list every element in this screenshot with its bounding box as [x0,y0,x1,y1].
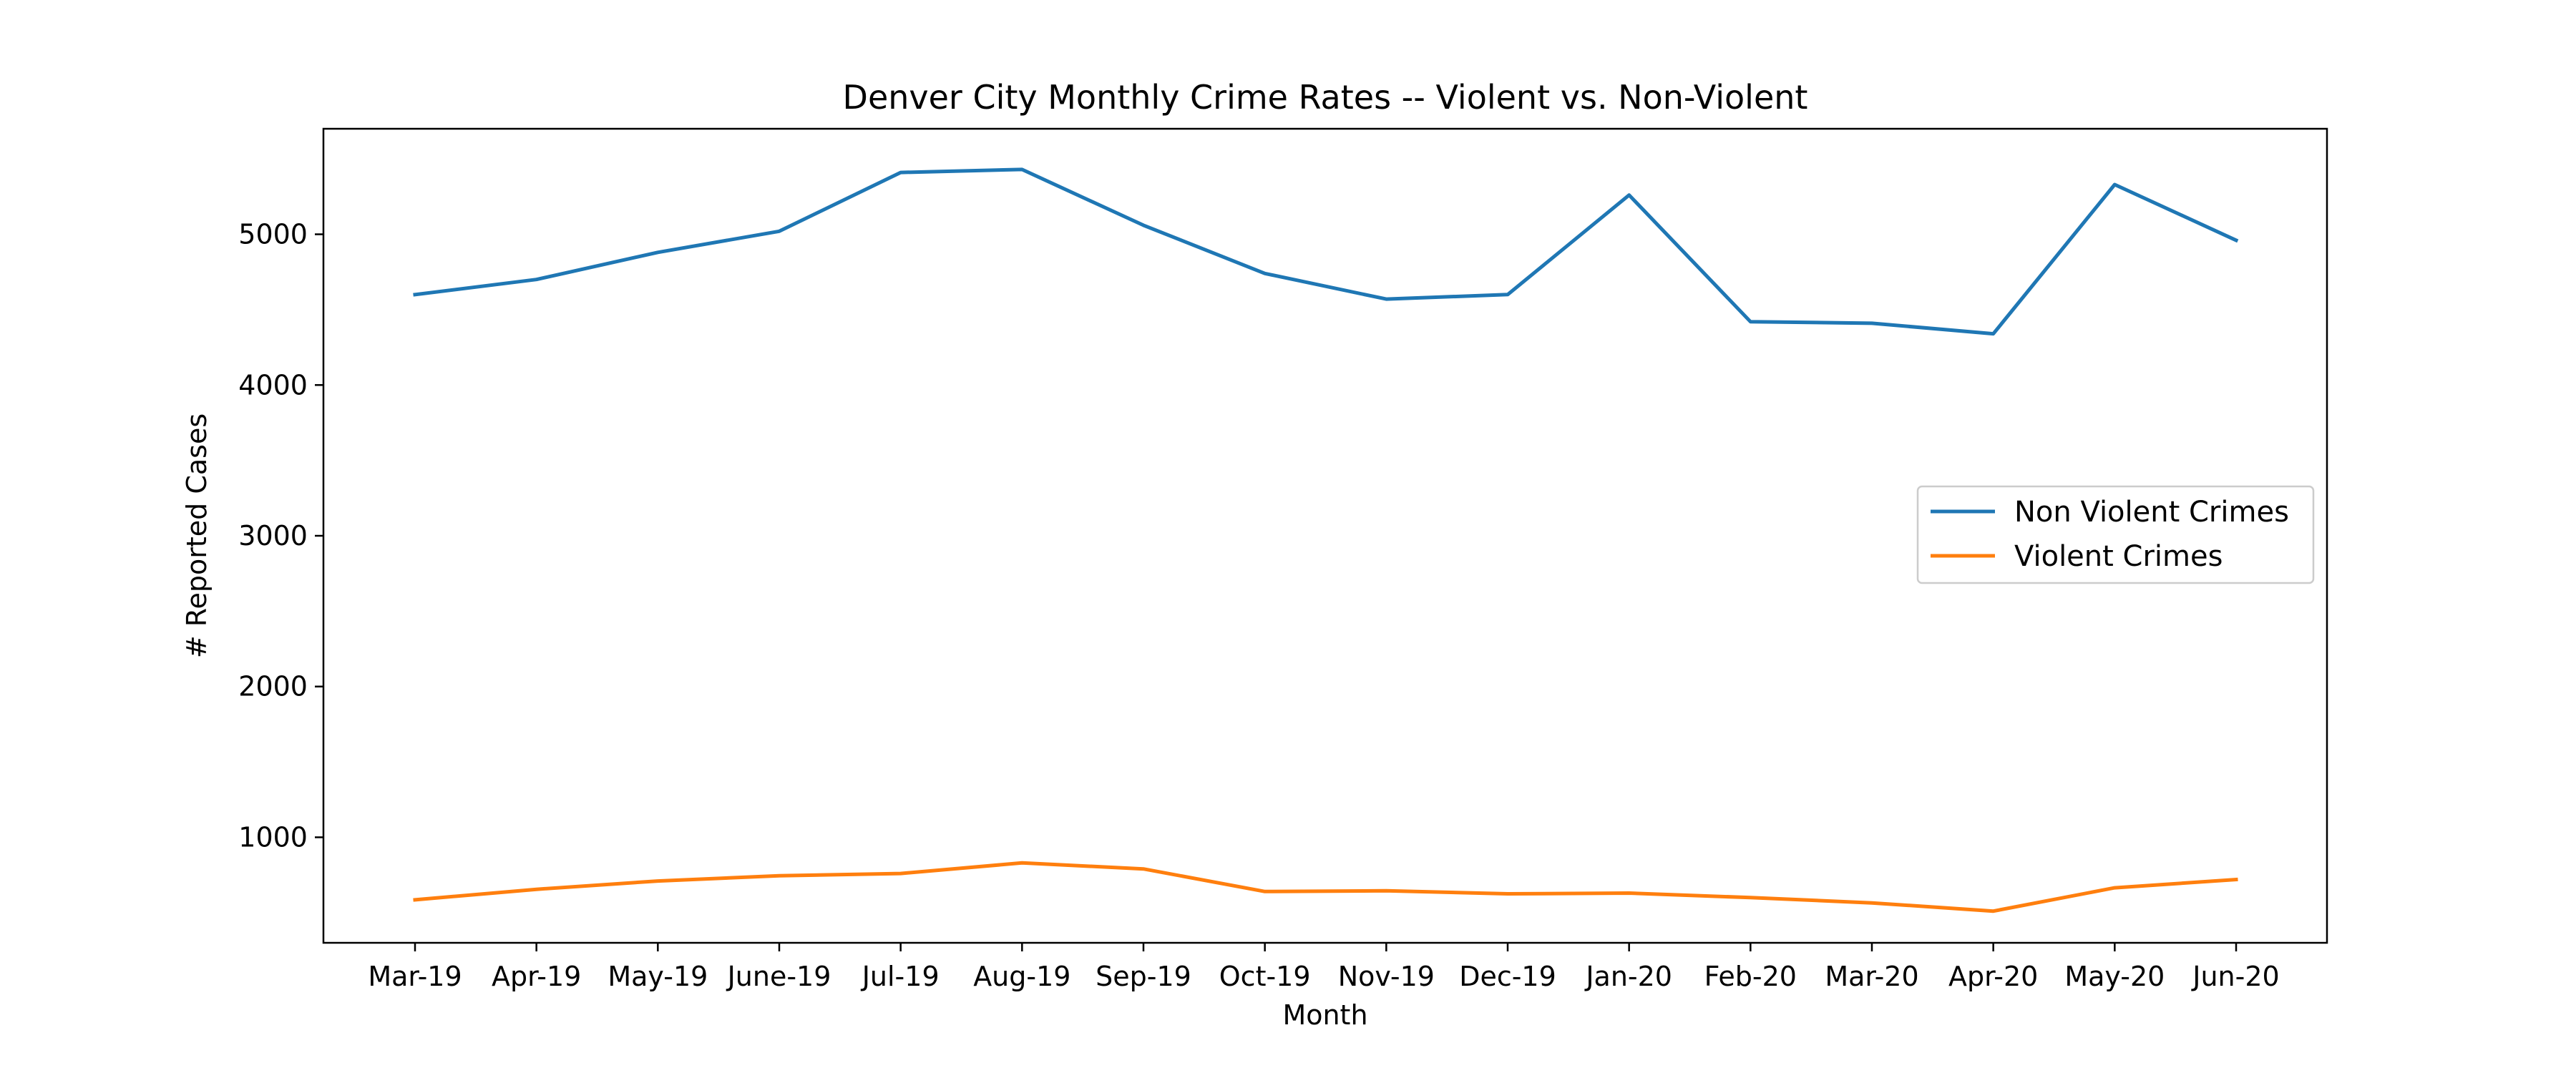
x-tick-label: Mar-19 [368,961,462,992]
legend-label-non-violent: Non Violent Crimes [2014,496,2289,529]
y-tick-label: 1000 [238,821,308,853]
x-tick-label: Nov-19 [1338,961,1435,992]
x-tick-label: Mar-20 [1825,961,1918,992]
x-tick-label: June-19 [726,961,831,992]
y-tick-label: 5000 [238,219,308,250]
x-tick-label: Jan-20 [1584,961,1672,992]
x-axis-label: Month [1282,999,1367,1031]
x-tick-label: Feb-20 [1704,961,1797,992]
x-tick-label: Apr-19 [492,961,581,992]
legend-label-violent: Violent Crimes [2014,540,2223,573]
y-axis-ticks: 1000 2000 3000 4000 5000 [238,219,323,853]
x-tick-label: Apr-20 [1948,961,2038,992]
x-tick-label: Sep-19 [1096,961,1191,992]
x-tick-label: Dec-19 [1459,961,1556,992]
legend: Non Violent Crimes Violent Crimes [1916,485,2315,584]
x-tick-label: Jun-20 [2191,961,2279,992]
plot-frame [322,127,2328,944]
x-tick-label: Aug-19 [973,961,1070,992]
y-tick-label: 2000 [238,671,308,702]
series-lines [413,167,2239,913]
x-tick-label: May-20 [2064,961,2165,992]
series-line-non-violent-crimes [413,167,2239,336]
y-tick-label: 3000 [238,520,308,552]
x-axis-ticks: Mar-19 Apr-19 May-19 June-19 Jul-19 Aug-19 Sep… [368,943,2280,992]
y-axis-label: # Reported Cases [181,413,213,658]
legend-box [1916,485,2315,584]
x-tick-label: Oct-19 [1219,961,1311,992]
x-tick-label: Jul-19 [861,961,940,992]
x-tick-label: May-19 [608,961,708,992]
y-tick-label: 4000 [238,369,308,401]
chart-title: Denver City Monthly Crime Rates -- Viole… [843,78,1808,117]
series-line-violent-crimes [413,861,2238,913]
